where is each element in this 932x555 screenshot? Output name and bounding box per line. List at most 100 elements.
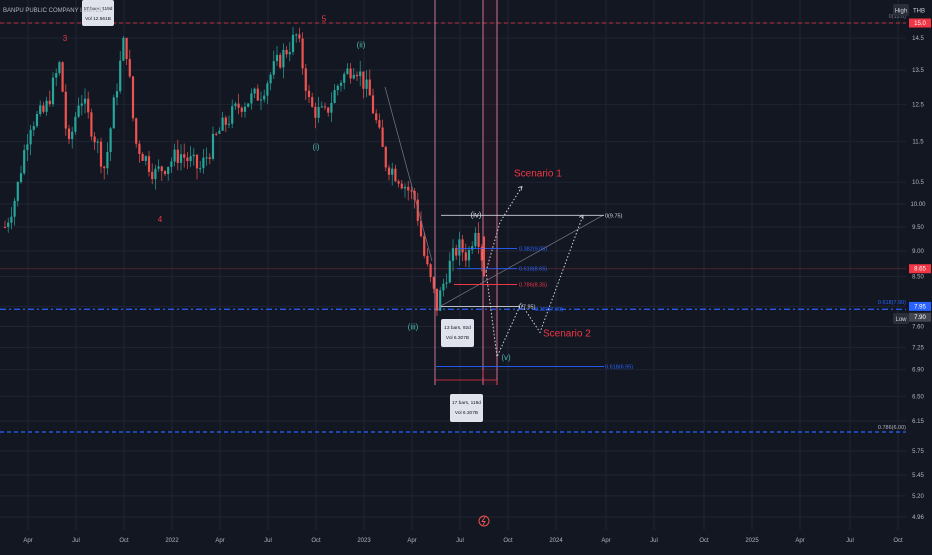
candle-body [435,288,439,311]
fib-label: 1(7.95) [518,304,536,310]
wave-label: (i) [312,142,319,151]
candle-body [90,112,93,137]
price-tick: 10.00 [910,202,926,208]
candle-body [195,154,199,169]
candle-body [23,150,26,174]
price-tick: 5.75 [912,449,924,455]
candle-body [151,171,154,180]
candle-body [7,222,10,228]
candle-body [154,168,157,180]
candle-body [42,105,45,112]
candle-body [141,153,144,161]
price-tag-label: 8.65 [914,267,926,273]
time-label: 2024 [549,538,563,544]
candle-body [279,54,282,68]
candle-body [330,102,333,113]
wave-label: (ii) [357,40,366,49]
candle-body [221,117,224,131]
candle-body [423,236,426,256]
candle-body [455,248,458,256]
measure-box [450,394,483,422]
wave-label: 4 [158,215,163,224]
candle-body [135,118,138,144]
candle-body [263,95,266,100]
candle-body [138,143,141,154]
candle-body [439,290,442,311]
candle-body [83,98,87,104]
candle-body [157,166,160,169]
candles [3,27,483,316]
time-label: Apr [795,538,804,544]
low-badge[interactable]: Low [893,313,909,324]
price-tick: 11.5 [912,140,924,146]
time-label: Jul [456,538,464,544]
wave-label: (iv) [470,211,481,220]
candle-body [407,186,410,191]
candle-body [211,133,215,159]
price-tick: 4.96 [912,515,924,521]
candle-body [291,34,295,53]
candle-body [218,130,221,134]
price-tick: 10.5 [912,180,924,186]
candle-body [16,181,19,201]
replay-button[interactable] [478,515,490,527]
fib-label: 0.618(6.95) [605,364,633,370]
high-badge[interactable]: High [893,4,909,16]
price-tick: 12.5 [912,102,924,108]
candle-body [186,157,189,162]
candle-body [250,93,253,104]
candle-body [202,157,205,169]
candle-body [477,232,480,247]
time-label: Apr [601,538,610,544]
candle-body [352,74,355,79]
currency-label: THB [913,9,925,15]
candle-body [45,100,48,112]
candle-body [349,68,352,79]
candle-body [128,58,131,77]
candle-body [266,83,269,96]
fib-label: 0.618(8.65) [519,267,547,273]
candle-body [336,85,339,91]
chart-labels: 0(9.75) 0.382(9.05) 0.618(8.65) 0.786(8.35)… [63,0,906,431]
candle-body [224,117,227,125]
price-tick: 14.5 [912,36,924,42]
time-label: Oct [119,538,129,544]
wave-label: (iii) [408,322,419,331]
candle-body [311,97,314,107]
candle-body [387,167,391,175]
low-badge-label: Low [895,317,907,323]
candle-body [410,190,413,192]
candle-body [10,216,13,223]
fib-label-top: 0(15.0) [889,14,907,20]
candle-body [144,156,147,161]
price-tag-label: 15.0 [914,21,926,27]
candle-body [80,103,83,106]
candle-body [39,105,42,114]
candle-body [320,106,323,108]
scenario-2-arrowhead [578,214,584,220]
candle-body [3,226,7,228]
candle-body [384,146,387,168]
scenario-2-path [485,215,584,359]
price-tick: 13.5 [912,68,924,74]
price-tag-label: 7.90 [914,315,926,321]
candle-body [391,168,394,175]
candle-body [67,128,71,140]
price-tag [909,301,931,311]
candle-body [77,105,80,117]
price-tag [909,264,931,274]
candle-body [71,131,74,140]
candle-body [381,127,384,147]
candle-body [368,79,371,96]
high-badge-label: High [895,9,907,15]
measure-box-text: 17 bars, 119d [452,400,481,406]
scenario-1-label: Scenario 1 [514,168,562,179]
wave-label: 3 [63,34,68,43]
candle-body [74,116,77,132]
lightning-icon [481,516,486,526]
candle-body [295,34,298,36]
candle-body [343,73,346,83]
candle-body [26,144,29,151]
